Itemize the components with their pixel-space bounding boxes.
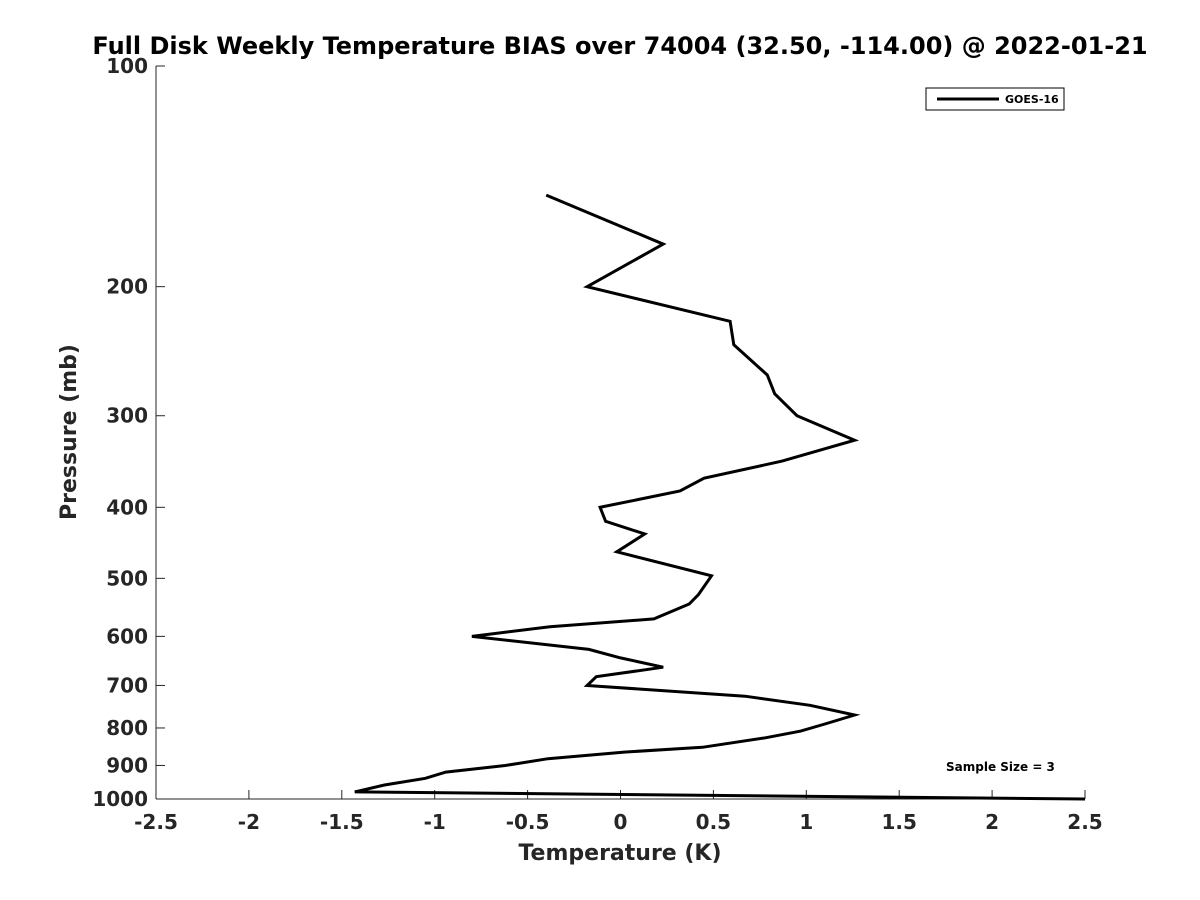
y-tick-label: 400 [106, 495, 148, 519]
x-tick-label: -1 [424, 810, 446, 834]
x-tick-label: -1.5 [320, 810, 364, 834]
y-axis-ticks: 100 200 300 400 500 600 700 800 900 1000 [92, 54, 165, 811]
y-axis-label: Pressure (mb) [57, 344, 82, 520]
y-tick-label: 300 [106, 404, 148, 428]
x-axis-ticks: -2.5 -2 -1.5 -1 -0.5 0 0.5 1 1.5 2 2.5 [134, 790, 1103, 834]
y-tick-label: 200 [106, 275, 148, 299]
x-tick-label: 0.5 [696, 810, 731, 834]
x-axis-label: Temperature (K) [518, 841, 721, 866]
x-tick-label: -0.5 [506, 810, 550, 834]
x-tick-label: 1.5 [881, 810, 916, 834]
chart-title: Full Disk Weekly Temperature BIAS over 7… [92, 32, 1147, 60]
y-tick-label: 800 [106, 716, 148, 740]
legend-label-goes-16: GOES-16 [1005, 93, 1059, 106]
y-tick-label: 1000 [92, 787, 148, 811]
y-tick-label: 900 [106, 753, 148, 777]
legend: GOES-16 [925, 87, 1065, 111]
y-tick-label: 700 [106, 673, 148, 697]
y-tick-label: 100 [106, 54, 148, 78]
x-tick-label: 1 [799, 810, 813, 834]
series-lines [354, 193, 1086, 801]
y-tick-label: 600 [106, 624, 148, 648]
y-tick-label: 500 [106, 566, 148, 590]
x-tick-label: -2.5 [134, 810, 178, 834]
sample-size-annotation: Sample Size = 3 [946, 760, 1055, 774]
x-tick-label: 2.5 [1067, 810, 1102, 834]
x-tick-label: 0 [614, 810, 628, 834]
x-tick-label: -2 [238, 810, 260, 834]
series-line-goes-16 [354, 193, 1086, 801]
x-tick-label: 2 [985, 810, 999, 834]
